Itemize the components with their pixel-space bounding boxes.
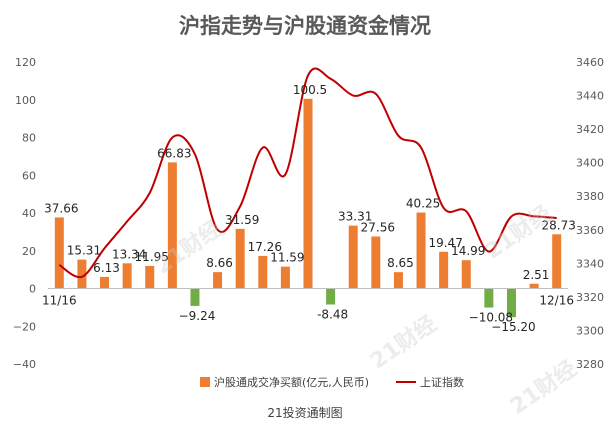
bar — [506, 288, 516, 318]
bar — [416, 212, 426, 289]
bar-data-label: 11.95 — [135, 250, 169, 264]
bar-data-label: 15.31 — [67, 244, 101, 258]
y-left-tick-label: 0 — [29, 283, 36, 296]
bar — [122, 263, 132, 289]
bar — [326, 288, 336, 305]
legend-label-bars: 沪股通成交净买额(亿元,人民币) — [214, 375, 369, 389]
y-right-tick-label: 3280 — [576, 358, 604, 371]
bar — [167, 162, 177, 289]
y-left-tick-label: 20 — [22, 245, 36, 258]
y-right-tick-label: 3300 — [576, 324, 604, 337]
bar-data-label: 13.34 — [112, 247, 146, 261]
y-left-tick-label: 120 — [15, 56, 36, 69]
bar-data-label: 100.5 — [293, 83, 327, 97]
bar-data-label: 8.66 — [206, 256, 233, 270]
bar-data-label: 2.51 — [523, 268, 550, 282]
bar — [348, 225, 358, 289]
bar-data-label: 31.59 — [225, 213, 259, 227]
bar — [100, 276, 110, 289]
bar-data-label: 27.56 — [361, 220, 395, 234]
bar-data-label: −15.20 — [491, 320, 535, 334]
bar-data-label: -8.48 — [317, 308, 348, 322]
y-right-tick-label: 3440 — [576, 90, 604, 103]
chart-title: 沪指走势与沪股通资金情况 — [179, 14, 431, 38]
bar — [145, 265, 155, 289]
source-label: 21投资通制图 — [267, 406, 343, 420]
bar-data-label: −10.08 — [469, 311, 513, 325]
y-right-tick-label: 3340 — [576, 257, 604, 270]
x-label-end: 12/16 — [539, 294, 574, 308]
bar-data-label: 28.73 — [542, 218, 576, 232]
y-left-tick-label: 80 — [22, 132, 36, 145]
bar — [484, 288, 494, 308]
bar — [258, 255, 268, 289]
y-right-tick-label: 3460 — [576, 56, 604, 69]
bar-data-label: 11.59 — [270, 251, 304, 265]
bar — [77, 259, 87, 289]
y-right-tick-label: 3400 — [576, 157, 604, 170]
bar-data-label: 14.99 — [451, 244, 485, 258]
bar-data-label: 66.83 — [157, 146, 191, 160]
bar — [235, 228, 245, 289]
bar — [393, 272, 403, 289]
bar — [371, 236, 381, 289]
y-left-tick-label: −20 — [13, 320, 36, 333]
bar — [190, 288, 200, 306]
y-right-tick-label: 3420 — [576, 123, 604, 136]
bar-data-label: 8.65 — [387, 256, 414, 270]
bar — [461, 260, 471, 289]
bar — [303, 98, 313, 289]
bar-data-label: 6.13 — [93, 261, 120, 275]
bar-data-label: 19.47 — [428, 236, 462, 250]
y-right-tick-label: 3360 — [576, 224, 604, 237]
index-line — [58, 67, 557, 279]
y-left-tick-label: 100 — [15, 94, 36, 107]
bar — [280, 266, 290, 289]
y-left-tick-label: 40 — [22, 207, 36, 220]
y-left-tick-label: −40 — [13, 358, 36, 371]
bar — [54, 217, 64, 289]
bar — [529, 283, 539, 289]
bar-data-label: −9.24 — [179, 309, 216, 323]
bar-data-label: 17.26 — [248, 240, 282, 254]
bar-data-label: 33.31 — [338, 210, 372, 224]
legend-label-line: 上证指数 — [420, 375, 464, 389]
bar-data-label: 40.25 — [406, 197, 440, 211]
y-left-tick-label: 60 — [22, 169, 36, 182]
y-right-tick-label: 3380 — [576, 190, 604, 203]
x-label-start: 11/16 — [42, 294, 77, 308]
bar-data-label: 37.66 — [44, 201, 78, 215]
y-right-tick-label: 3320 — [576, 291, 604, 304]
bar — [213, 272, 223, 289]
bar — [552, 234, 562, 289]
bar — [439, 251, 449, 289]
legend-swatch-bars — [200, 377, 210, 387]
